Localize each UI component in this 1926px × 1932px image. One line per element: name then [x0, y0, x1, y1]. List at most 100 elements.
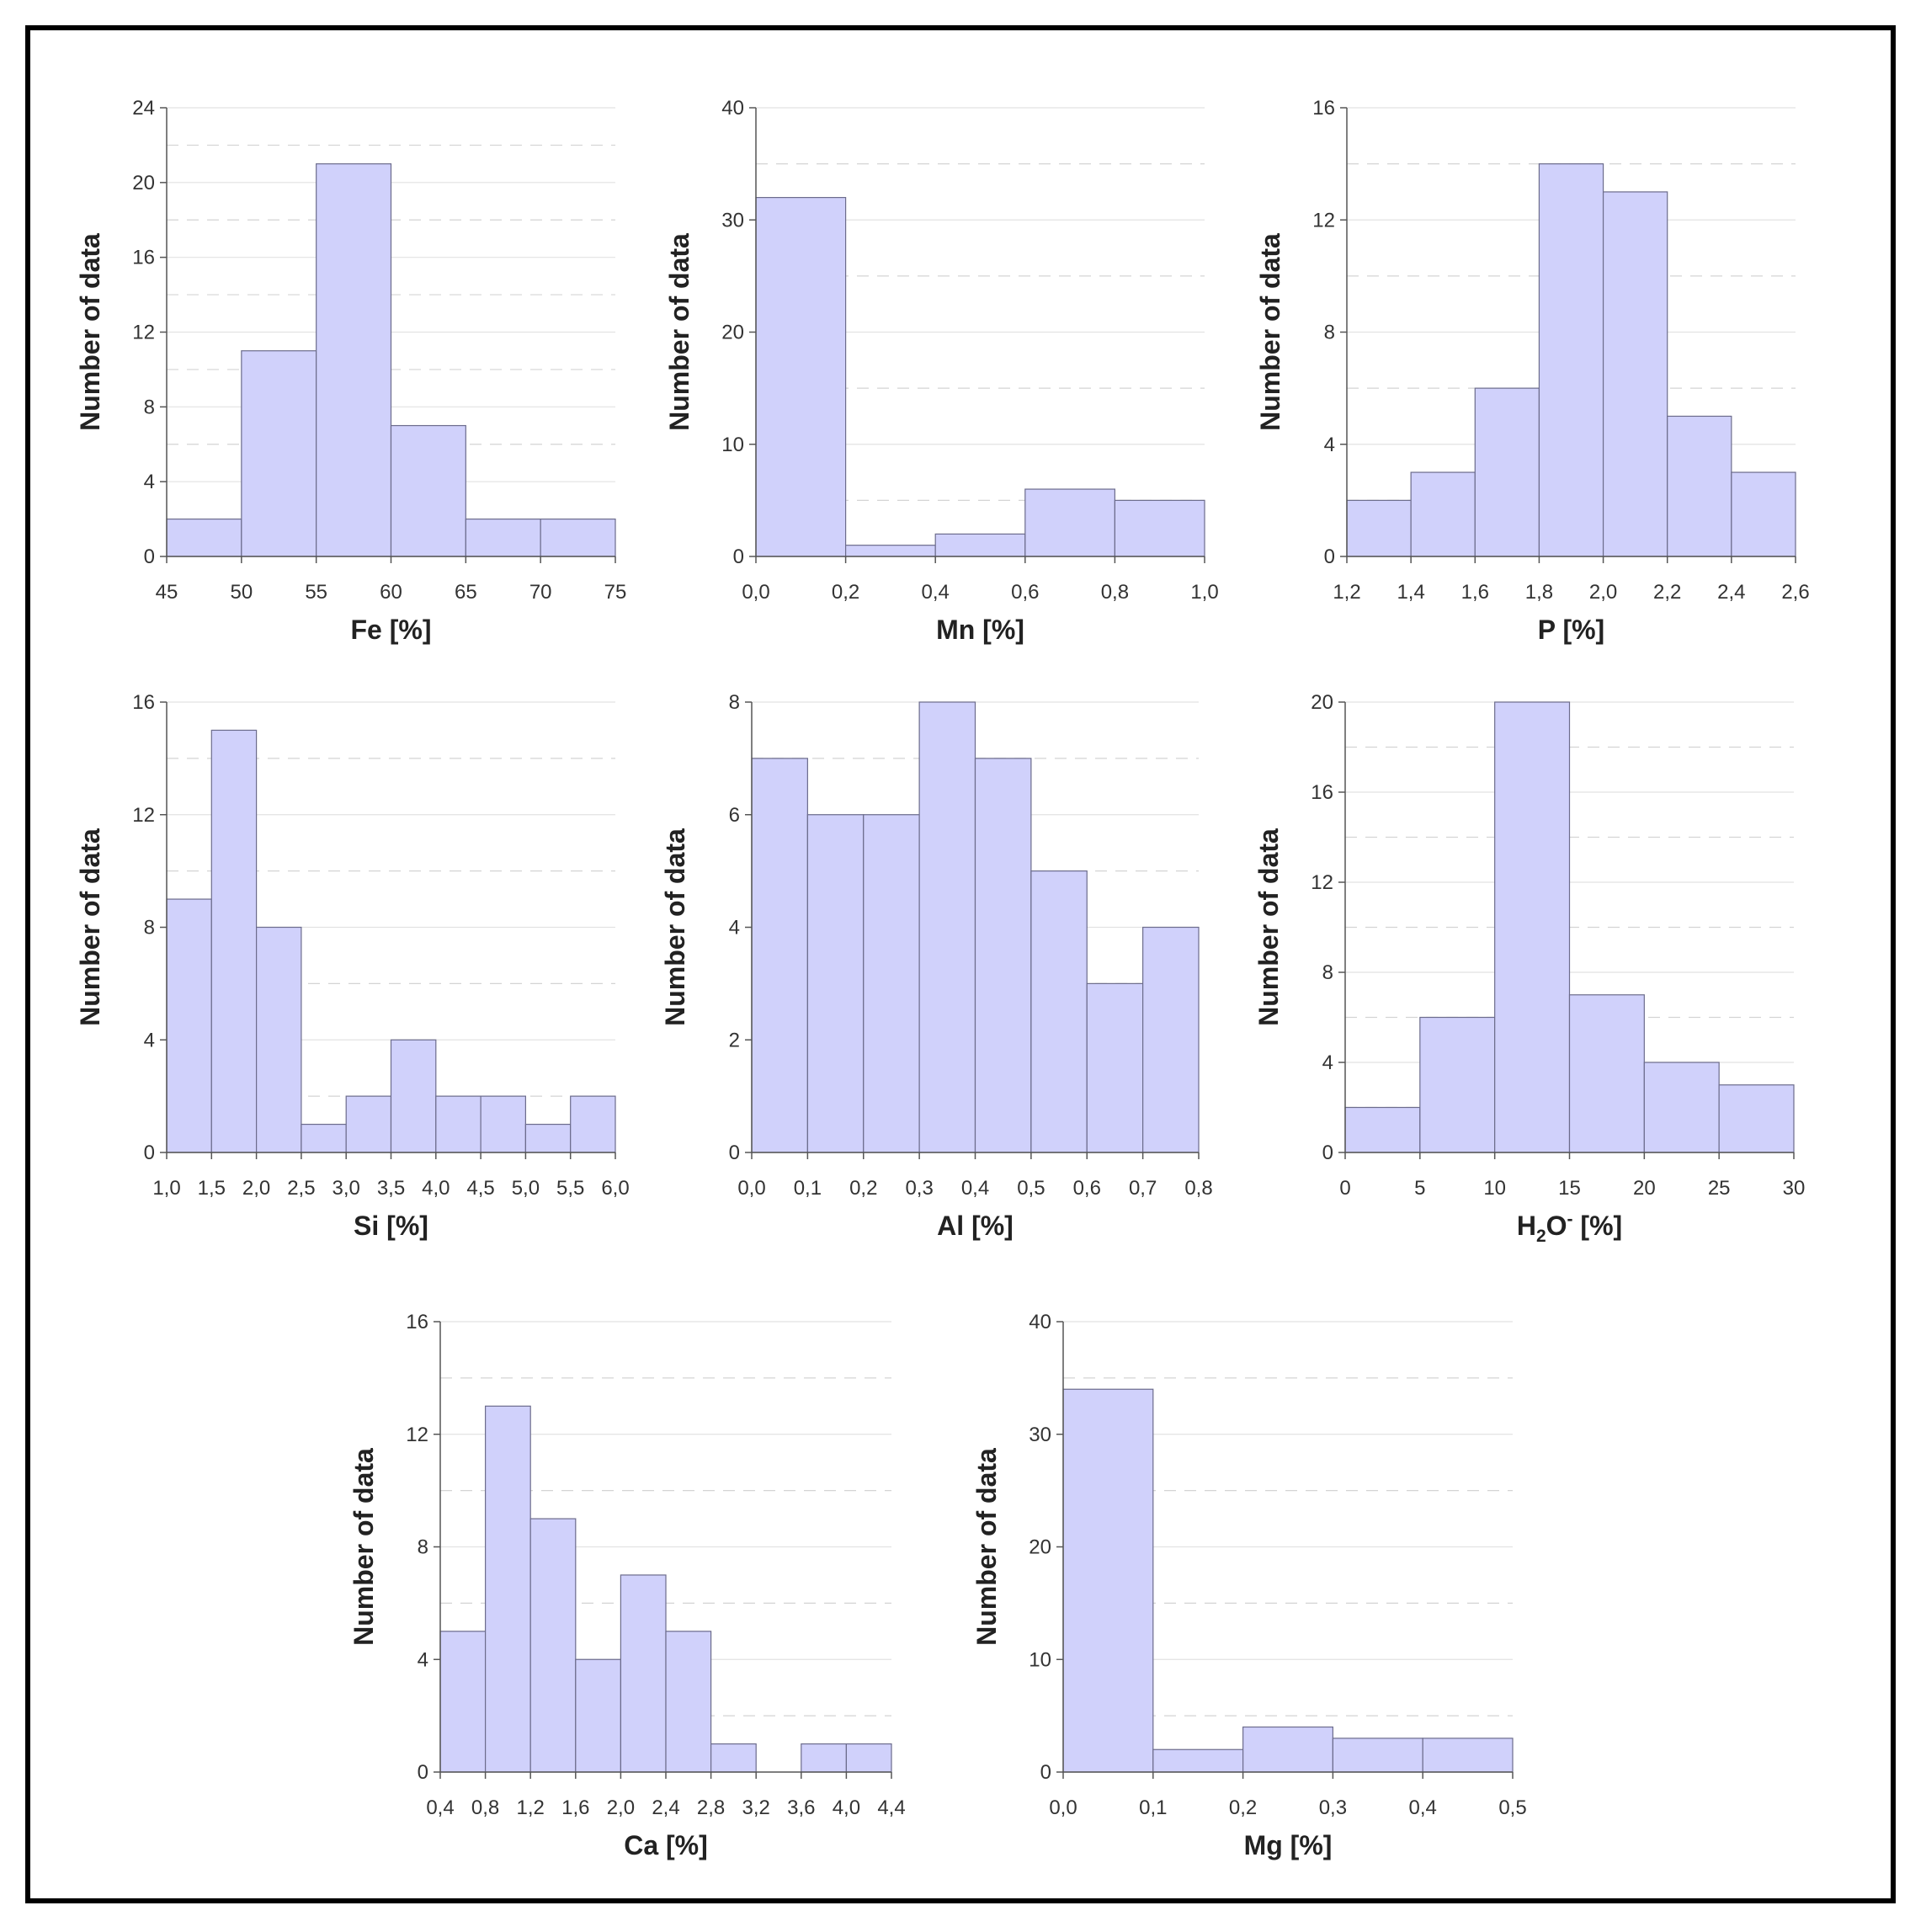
x-tick-label: 20 — [1633, 1177, 1656, 1200]
x-tick-label: 0,4 — [426, 1796, 454, 1819]
y-tick-label: 12 — [1311, 871, 1333, 894]
bar — [751, 758, 808, 1153]
y-tick-label: 6 — [729, 804, 740, 827]
x-tick-label: 0,1 — [1139, 1796, 1167, 1819]
bar — [301, 1123, 347, 1153]
y-tick-label: 4 — [144, 471, 155, 493]
histogram-panel-1: 0 4 8 12 16 20 24 45 50 55 60 65 70 75 Fe [%] Number of… — [75, 97, 626, 645]
bar — [480, 1095, 526, 1153]
x-tick-label: 1,5 — [198, 1177, 226, 1200]
bar — [529, 1518, 577, 1773]
y-tick-label: 12 — [132, 322, 155, 344]
y-axis-title: Number of data — [75, 233, 105, 431]
x-tick-label: 2,5 — [287, 1177, 315, 1200]
x-tick-label: 0,5 — [1017, 1177, 1045, 1200]
x-tick-label: 0,8 — [1101, 581, 1129, 604]
x-tick-label: 5,0 — [512, 1177, 540, 1200]
y-tick-label: 20 — [1311, 691, 1333, 714]
y-tick-label: 20 — [132, 172, 155, 194]
bar — [1422, 1738, 1514, 1773]
bar — [1142, 926, 1200, 1153]
bar — [1332, 1738, 1423, 1773]
y-tick-label: 24 — [132, 97, 155, 120]
bar — [1024, 488, 1116, 557]
bar — [1643, 1062, 1720, 1153]
x-tick-label: 60 — [380, 581, 402, 604]
x-tick-label: 15 — [1558, 1177, 1581, 1200]
y-tick-label: 8 — [144, 917, 155, 939]
y-tick-label: 30 — [1029, 1424, 1051, 1446]
y-tick-label: 12 — [132, 804, 155, 827]
bar — [1419, 1016, 1496, 1153]
bar — [1346, 499, 1412, 557]
bar — [390, 424, 466, 557]
y-axis-title: Number of data — [75, 828, 105, 1026]
y-tick-label: 8 — [144, 396, 155, 418]
y-tick-label: 16 — [132, 691, 155, 714]
x-tick-label: 65 — [455, 581, 477, 604]
bar — [1474, 387, 1540, 557]
y-tick-label: 16 — [132, 247, 155, 269]
x-tick-label: 75 — [604, 581, 627, 604]
x-tick-label: 0,7 — [1129, 1177, 1157, 1200]
bar — [1731, 471, 1796, 557]
y-tick-label: 0 — [733, 546, 744, 568]
y-tick-label: 16 — [406, 1311, 428, 1333]
x-tick-label: 0,8 — [471, 1796, 499, 1819]
y-tick-label: 20 — [721, 322, 744, 344]
x-tick-label: 0,0 — [742, 581, 769, 604]
x-tick-label: 10 — [1483, 1177, 1506, 1200]
x-tick-label: 2,4 — [1717, 581, 1745, 604]
x-tick-label: 4,0 — [833, 1796, 860, 1819]
y-tick-label: 4 — [729, 917, 740, 939]
x-tick-label: 3,2 — [742, 1796, 770, 1819]
histogram-panel-8: 0 10 20 30 40 0,0 0,1 0,2 0,3 0,4 0,5 Mg [%] Number … — [971, 1311, 1527, 1860]
bar — [1494, 701, 1571, 1153]
x-tick-label: 0,4 — [961, 1177, 989, 1200]
histogram-panel-3: 0 4 8 12 16 1,2 1,4 1,6 1,8 2,0 2,2 2,4 2,6 P [%] Numb… — [1255, 97, 1810, 645]
bar — [570, 1095, 616, 1153]
x-tick-label: 0,0 — [1049, 1796, 1077, 1819]
x-tick-label: 1,4 — [1397, 581, 1424, 604]
x-tick-label: 0,2 — [849, 1177, 877, 1200]
x-tick-label: 2,0 — [607, 1796, 635, 1819]
x-axis-title: Si [%] — [354, 1211, 428, 1241]
bar — [465, 518, 541, 557]
x-tick-label: 0,4 — [922, 581, 950, 604]
x-tick-label: 3,6 — [787, 1796, 815, 1819]
x-tick-label: 0,0 — [737, 1177, 765, 1200]
y-tick-label: 0 — [1040, 1761, 1051, 1784]
x-tick-label: 4,4 — [877, 1796, 905, 1819]
x-axis-title: P [%] — [1538, 615, 1604, 645]
x-tick-label: 3,5 — [377, 1177, 405, 1200]
x-tick-label: 0,2 — [832, 581, 859, 604]
x-tick-label: 5 — [1414, 1177, 1425, 1200]
bar — [845, 1743, 892, 1773]
bar — [801, 1743, 847, 1773]
bar — [934, 533, 1026, 557]
x-tick-label: 6,0 — [601, 1177, 629, 1200]
x-tick-label: 0,5 — [1498, 1796, 1526, 1819]
y-axis-title: Number of data — [660, 828, 690, 1026]
y-tick-label: 40 — [721, 97, 744, 120]
y-tick-label: 4 — [144, 1029, 155, 1051]
y-tick-label: 8 — [418, 1536, 428, 1559]
y-tick-label: 0 — [1322, 1142, 1333, 1164]
bar — [1667, 415, 1732, 557]
x-tick-label: 45 — [156, 581, 178, 604]
y-tick-label: 16 — [1312, 97, 1335, 120]
bar — [524, 1123, 572, 1153]
x-tick-label: 1,6 — [1461, 581, 1489, 604]
bar — [390, 1039, 437, 1153]
y-tick-label: 30 — [721, 209, 744, 232]
bar — [710, 1743, 757, 1773]
x-tick-label: 1,0 — [1190, 581, 1218, 604]
y-axis-title: Number of data — [971, 1448, 1002, 1646]
y-axis-title: Number of data — [1253, 828, 1284, 1026]
y-tick-label: 0 — [729, 1142, 740, 1164]
bar — [1410, 471, 1476, 557]
bar — [844, 545, 936, 557]
y-tick-label: 8 — [1322, 961, 1333, 984]
bar — [665, 1631, 712, 1773]
